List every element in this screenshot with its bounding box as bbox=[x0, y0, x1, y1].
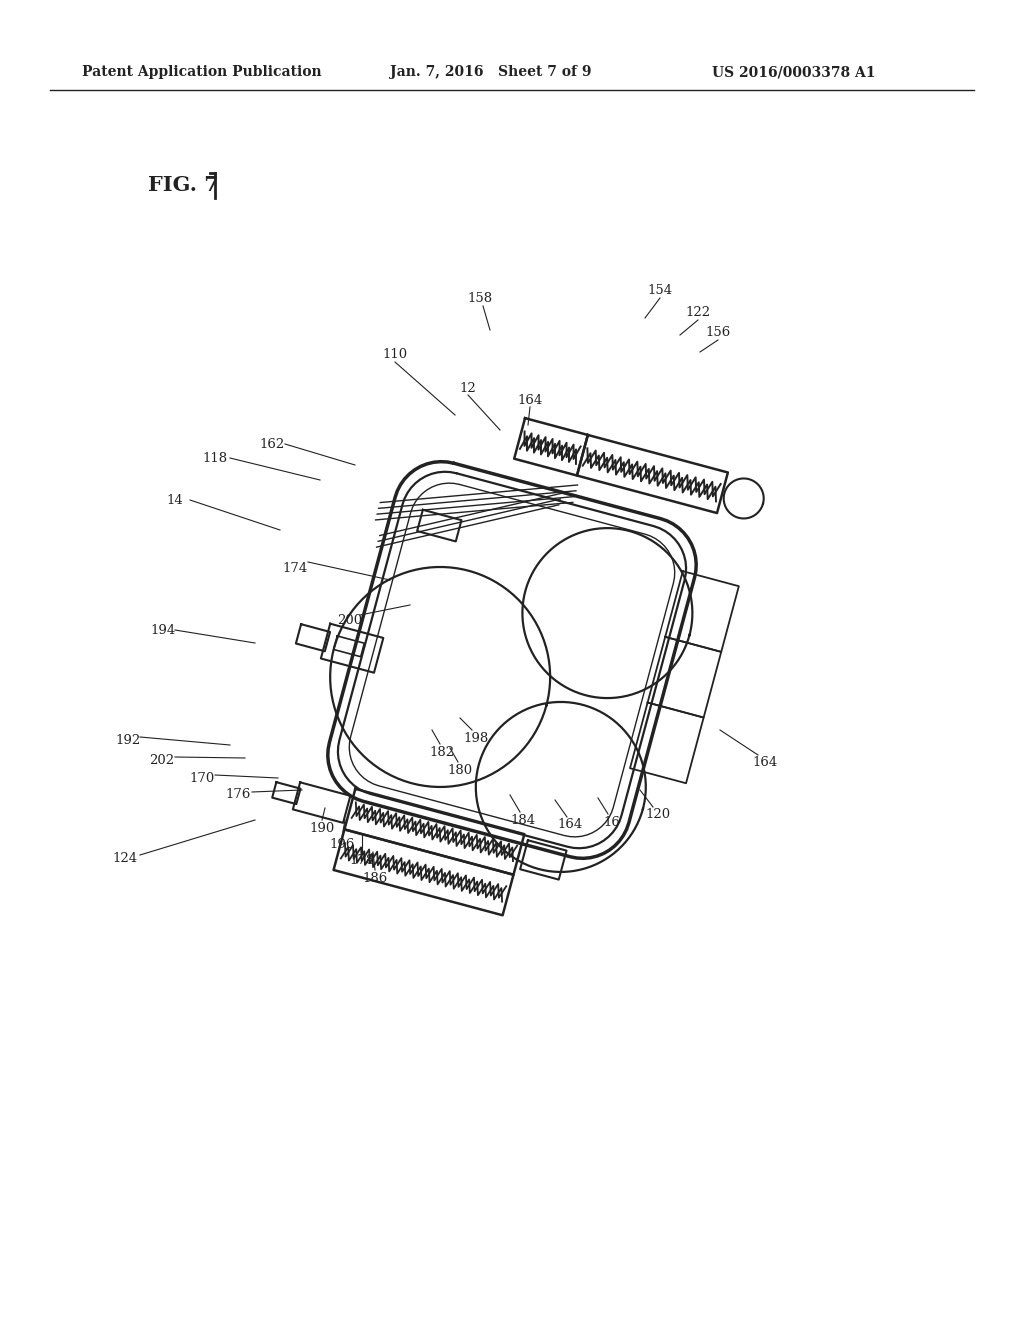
Text: 14: 14 bbox=[167, 494, 183, 507]
Text: 164: 164 bbox=[517, 393, 543, 407]
Text: 174: 174 bbox=[283, 561, 307, 574]
Text: 198: 198 bbox=[464, 731, 488, 744]
Text: Patent Application Publication: Patent Application Publication bbox=[82, 65, 322, 79]
Text: 156: 156 bbox=[706, 326, 731, 338]
Text: 154: 154 bbox=[647, 284, 673, 297]
Text: 178: 178 bbox=[349, 854, 375, 866]
Text: 12: 12 bbox=[460, 381, 476, 395]
Text: 122: 122 bbox=[685, 306, 711, 319]
Text: 182: 182 bbox=[429, 746, 455, 759]
Text: 186: 186 bbox=[362, 871, 388, 884]
Text: 118: 118 bbox=[203, 451, 227, 465]
Text: 170: 170 bbox=[189, 771, 215, 784]
Text: 180: 180 bbox=[447, 763, 472, 776]
Text: 176: 176 bbox=[225, 788, 251, 801]
Text: 16: 16 bbox=[603, 816, 621, 829]
Text: 192: 192 bbox=[116, 734, 140, 747]
Text: 110: 110 bbox=[382, 348, 408, 362]
Text: 200: 200 bbox=[338, 614, 362, 627]
Text: 194: 194 bbox=[151, 623, 176, 636]
Text: 164: 164 bbox=[753, 755, 777, 768]
Text: 164: 164 bbox=[557, 818, 583, 832]
Text: 196: 196 bbox=[330, 838, 354, 851]
Text: 202: 202 bbox=[150, 754, 174, 767]
Text: 184: 184 bbox=[510, 813, 536, 826]
Text: 190: 190 bbox=[309, 821, 335, 834]
Text: US 2016/0003378 A1: US 2016/0003378 A1 bbox=[712, 65, 876, 79]
Text: 124: 124 bbox=[113, 851, 137, 865]
Text: 162: 162 bbox=[259, 437, 285, 450]
Text: FIG. 7: FIG. 7 bbox=[148, 176, 219, 195]
Text: 158: 158 bbox=[467, 292, 493, 305]
Text: Jan. 7, 2016   Sheet 7 of 9: Jan. 7, 2016 Sheet 7 of 9 bbox=[390, 65, 592, 79]
Text: 120: 120 bbox=[645, 808, 671, 821]
